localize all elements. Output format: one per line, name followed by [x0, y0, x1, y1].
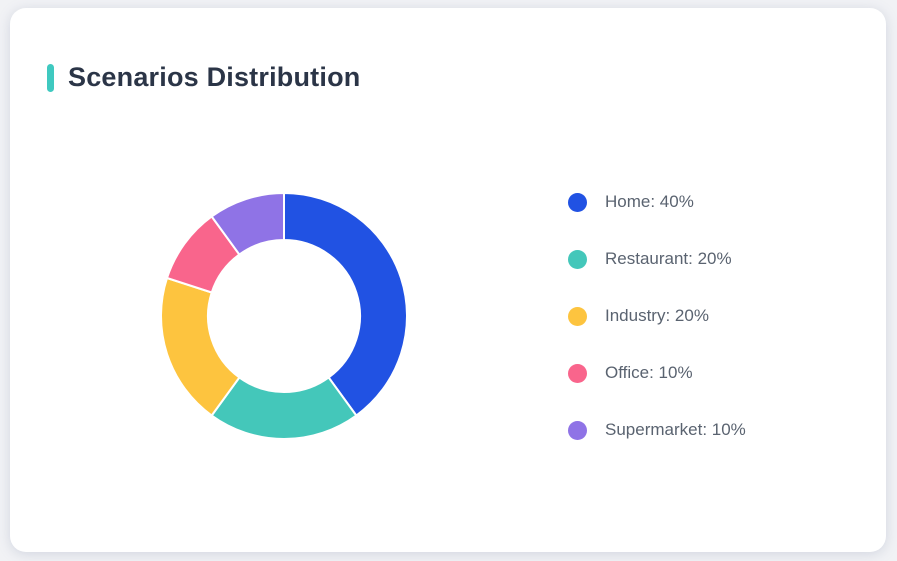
- legend-item-industry[interactable]: Industry: 20%: [568, 306, 746, 326]
- scenarios-distribution-card: Scenarios Distribution Home: 40% Restaura…: [10, 8, 886, 552]
- legend-swatch-restaurant: [568, 249, 587, 269]
- legend-label: Office: 10%: [605, 363, 693, 382]
- legend-label: Home: 40%: [605, 192, 694, 211]
- legend-item-restaurant[interactable]: Restaurant: 20%: [568, 249, 746, 269]
- legend-swatch-supermarket: [568, 420, 587, 440]
- chart-legend: Home: 40% Restaurant: 20% Industry: 20% Off…: [568, 192, 746, 440]
- legend-swatch-office: [568, 363, 587, 383]
- card-header: Scenarios Distribution: [47, 62, 360, 93]
- pie-slice-industry[interactable]: [161, 276, 241, 417]
- legend-item-home[interactable]: Home: 40%: [568, 192, 746, 212]
- page-title: Scenarios Distribution: [68, 62, 361, 92]
- pie-slice-supermarket[interactable]: [210, 193, 285, 256]
- title-accent-bar: [47, 63, 54, 92]
- legend-label: Supermarket: 10%: [605, 420, 746, 439]
- legend-swatch-industry: [568, 306, 587, 326]
- legend-item-office[interactable]: Office: 10%: [568, 363, 746, 383]
- legend-item-supermarket[interactable]: Supermarket: 10%: [568, 420, 746, 440]
- legend-swatch-home: [568, 192, 587, 212]
- donut-chart: [161, 193, 407, 439]
- legend-label: Industry: 20%: [605, 306, 709, 325]
- legend-label: Restaurant: 20%: [605, 249, 732, 268]
- pie-slice-home[interactable]: [283, 193, 407, 417]
